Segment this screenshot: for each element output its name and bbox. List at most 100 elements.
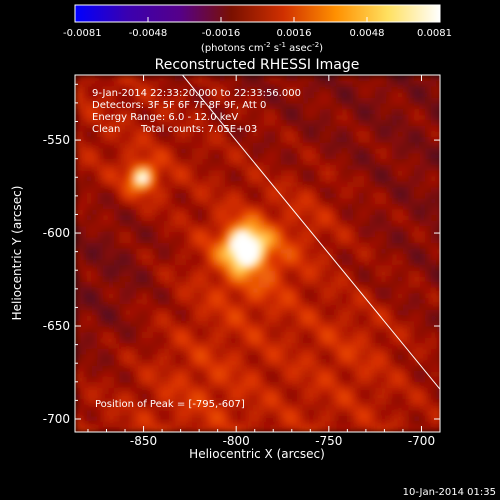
heatmap-cell: [119, 214, 126, 221]
heatmap-cell: [91, 320, 98, 327]
heatmap-cell: [436, 420, 440, 428]
heatmap-cell: [408, 108, 415, 115]
heatmap-cell: [241, 314, 248, 322]
heatmap-cell: [380, 404, 387, 411]
heatmap-cell: [314, 91, 321, 98]
heatmap-cell: [191, 175, 198, 182]
heatmap-cell: [397, 376, 404, 383]
heatmap-cell: [208, 75, 215, 82]
heatmap-cell: [386, 359, 393, 366]
heatmap-cell: [425, 353, 432, 361]
heatmap-cell: [280, 214, 287, 221]
heatmap-cell: [75, 147, 82, 154]
heatmap-cell: [375, 270, 382, 277]
heatmap-cell: [152, 75, 159, 82]
heatmap-cell: [364, 220, 371, 227]
heatmap-cell: [286, 153, 293, 160]
heatmap-cell: [208, 203, 215, 210]
heatmap-cell: [163, 275, 171, 282]
heatmap-cell: [430, 420, 437, 428]
heatmap-cell: [263, 314, 271, 322]
heatmap-cell: [386, 331, 393, 338]
heatmap-cell: [102, 409, 109, 416]
heatmap-cell: [414, 158, 421, 165]
heatmap-cell: [202, 259, 209, 266]
heatmap-cell: [319, 320, 326, 327]
heatmap-cell: [75, 264, 82, 271]
heatmap-cell: [336, 326, 343, 333]
heatmap-cell: [308, 169, 315, 177]
heatmap-cell: [358, 102, 365, 110]
heatmap-cell: [169, 186, 176, 193]
heatmap-cell: [241, 231, 248, 238]
heatmap-cell: [219, 236, 226, 243]
heatmap-cell: [130, 192, 137, 199]
heatmap-cell: [191, 108, 198, 115]
heatmap-cell: [430, 125, 437, 132]
colorbar-tick-label: -0.0048: [129, 28, 168, 39]
heatmap-cell: [213, 404, 221, 411]
heatmap-cell: [180, 125, 187, 132]
heatmap-cell: [341, 197, 348, 204]
heatmap-cell: [136, 286, 143, 294]
heatmap-cell: [347, 231, 354, 238]
heatmap-cell: [102, 303, 109, 310]
heatmap-cell: [397, 264, 404, 271]
heatmap-cell: [286, 147, 293, 154]
heatmap-cell: [380, 348, 387, 355]
heatmap-cell: [263, 158, 271, 165]
heatmap-cell: [280, 242, 287, 249]
heatmap-cell: [308, 208, 315, 216]
heatmap-cell: [397, 197, 404, 204]
heatmap-cell: [375, 298, 382, 305]
heatmap-cell: [341, 409, 348, 416]
heatmap-cell: [208, 353, 215, 361]
heatmap-cell: [297, 370, 304, 377]
heatmap-cell: [158, 125, 165, 132]
heatmap-cell: [402, 130, 410, 137]
heatmap-cell: [347, 169, 354, 177]
heatmap-cell: [152, 370, 159, 377]
heatmap-cell: [75, 102, 82, 110]
heatmap-cell: [75, 342, 82, 349]
heatmap-cell: [347, 376, 354, 383]
heatmap-cell: [186, 141, 193, 149]
heatmap-cell: [86, 320, 93, 327]
heatmap-cell: [369, 253, 376, 260]
heatmap-cell: [108, 259, 115, 266]
heatmap-cell: [286, 214, 293, 221]
heatmap-cell: [419, 147, 426, 154]
heatmap-cell: [186, 342, 193, 349]
heatmap-cell: [402, 286, 410, 294]
heatmap-cell: [330, 365, 337, 372]
heatmap-cell: [380, 192, 387, 199]
heatmap-cell: [175, 264, 182, 271]
heatmap-cell: [136, 326, 143, 333]
heatmap-cell: [125, 409, 132, 416]
heatmap-cell: [397, 236, 404, 243]
heatmap-cell: [86, 275, 93, 282]
heatmap-cell: [80, 75, 87, 82]
heatmap-cell: [425, 242, 432, 249]
heatmap-cell: [364, 236, 371, 243]
heatmap-cell: [375, 208, 382, 216]
heatmap-cell: [258, 175, 265, 182]
heatmap-cell: [269, 292, 276, 299]
heatmap-cell: [241, 91, 248, 98]
heatmap-cell: [380, 264, 387, 271]
heatmap-cell: [75, 320, 82, 327]
heatmap-cell: [225, 275, 232, 282]
heatmap-cell: [219, 80, 226, 87]
heatmap-cell: [352, 309, 360, 316]
heatmap-cell: [125, 236, 132, 243]
heatmap-cell: [125, 130, 132, 137]
heatmap-cell: [97, 342, 104, 349]
heatmap-cell: [291, 281, 298, 288]
heatmap-cell: [130, 392, 137, 400]
heatmap-cell: [169, 292, 176, 299]
heatmap-cell: [419, 102, 426, 110]
heatmap-cell: [269, 114, 276, 121]
heatmap-cell: [302, 365, 310, 372]
heatmap-cell: [175, 404, 182, 411]
heatmap-cell: [208, 158, 215, 165]
